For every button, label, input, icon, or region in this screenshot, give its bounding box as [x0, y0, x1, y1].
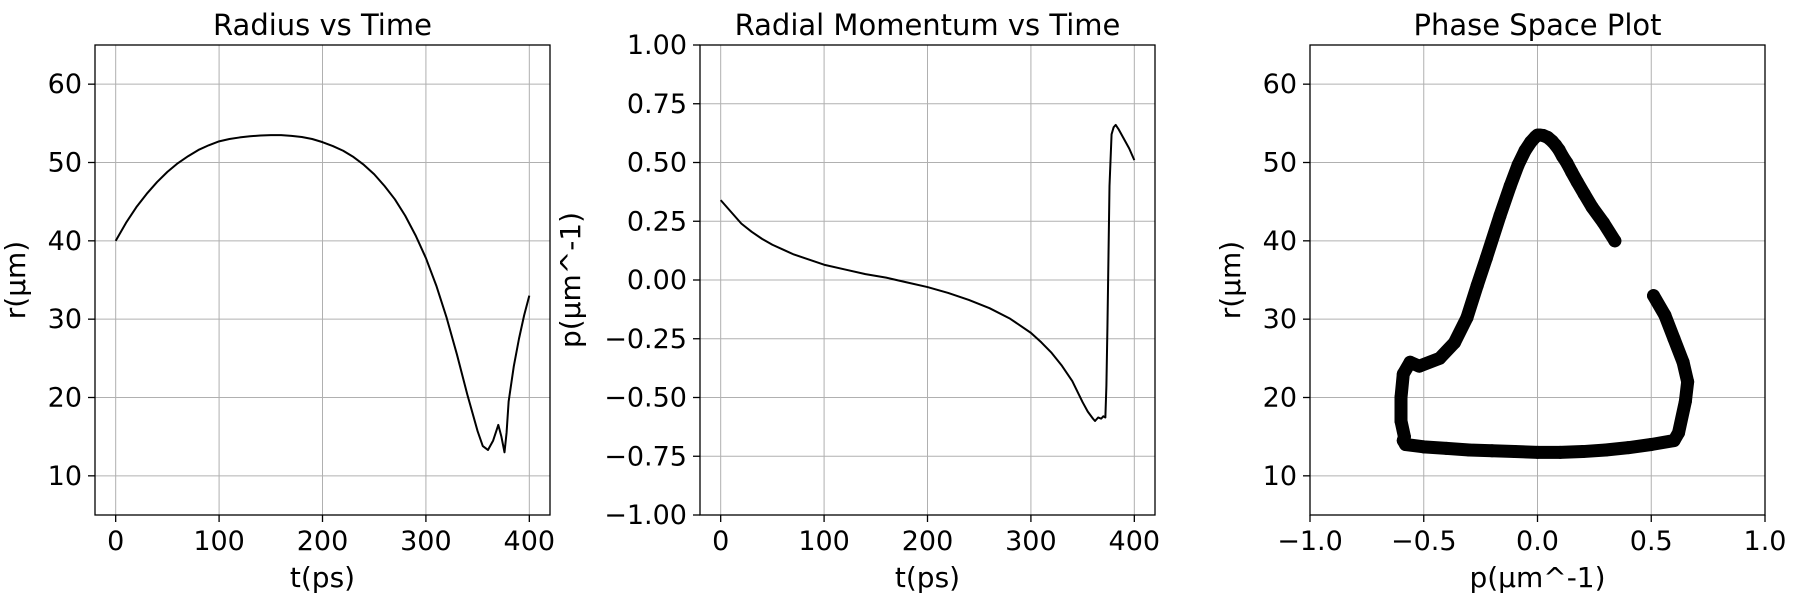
y-tick-label: 1.00: [627, 30, 687, 61]
chart-panel-2: 0 100 200 300 400 −1.00 −0.75 −0.50 −0.25 0.00 0.2…: [554, 8, 1160, 594]
chart-title: Phase Space Plot: [1413, 8, 1661, 42]
x-tick-label: 0: [107, 526, 124, 557]
scatter-point: [1503, 179, 1517, 193]
scatter-point: [1403, 355, 1417, 369]
y-tick-label: 0.50: [627, 148, 687, 179]
y-tick-label: 30: [48, 304, 82, 335]
scatter-point: [1417, 440, 1431, 454]
scatter-point: [1508, 445, 1522, 459]
y-axis-label: p(μm^-1): [554, 212, 587, 348]
y-axis-label: r(μm): [1214, 241, 1247, 319]
y-tick-label: 0.25: [627, 206, 687, 237]
scatter-point: [1678, 394, 1692, 408]
scatter-point: [1447, 336, 1461, 350]
y-tick-label: −0.50: [604, 383, 687, 414]
scatter-point: [1511, 158, 1525, 172]
y-tick-label: 30: [1263, 304, 1297, 335]
x-tick-label: 300: [400, 526, 452, 557]
scatter-point: [1518, 144, 1532, 158]
scatter-point: [1667, 332, 1681, 346]
chart-title: Radial Momentum vs Time: [735, 8, 1121, 42]
scatter-point: [1672, 426, 1686, 440]
scatter-point: [1644, 438, 1658, 451]
y-tick-label: 60: [1263, 69, 1297, 100]
scatter-point: [1479, 251, 1493, 265]
y-tick-label: −1.00: [604, 500, 687, 531]
chart-title: Radius vs Time: [213, 8, 432, 42]
y-tick-label: 20: [48, 383, 82, 414]
y-axis-label: r(μm): [0, 241, 32, 319]
x-tick-label: 100: [798, 526, 850, 557]
scatter-point: [1531, 445, 1544, 459]
x-axis-label: p(μm^-1): [1469, 561, 1605, 594]
scatter-point: [1553, 445, 1567, 459]
y-tick-label: 60: [48, 69, 82, 100]
series-trace: [1394, 128, 1695, 459]
scatter-point: [1622, 441, 1635, 455]
x-tick-label: 1.0: [1744, 526, 1787, 557]
scatter-point: [1681, 375, 1695, 389]
x-tick-label: 200: [902, 526, 954, 557]
scatter-point: [1440, 441, 1453, 455]
x-tick-label: 0.5: [1630, 526, 1673, 557]
x-tick-label: −1.0: [1277, 526, 1343, 557]
scatter-point: [1493, 209, 1507, 223]
series-line: [719, 123, 1136, 422]
scatter-point: [1433, 351, 1447, 365]
y-tick-label: −0.25: [604, 324, 687, 355]
y-tick-label: 0.75: [627, 89, 687, 120]
scatter-point: [1485, 444, 1499, 458]
scatter-point: [1462, 443, 1476, 457]
x-tick-label: 0: [712, 526, 729, 557]
y-tick-label: 20: [1263, 383, 1297, 414]
scatter-point: [1576, 445, 1590, 459]
series-line: [114, 134, 531, 454]
scatter-point: [1460, 311, 1474, 325]
y-tick-label: 40: [48, 226, 82, 257]
scatter-point: [1647, 289, 1661, 303]
scatter-point: [1394, 414, 1408, 428]
scatter-point: [1470, 278, 1484, 292]
y-tick-label: 50: [1263, 148, 1297, 179]
x-tick-label: −0.5: [1391, 526, 1457, 557]
chart-panel-3: −1.0 −0.5 0.0 0.5 1.0 10 20 30 40 50 60 Phase Space…: [1214, 8, 1786, 594]
scatter-point: [1396, 367, 1410, 381]
x-tick-label: 300: [1005, 526, 1057, 557]
y-tick-label: 40: [1263, 226, 1297, 257]
scatter-point: [1608, 234, 1622, 248]
x-tick-label: 100: [193, 526, 245, 557]
scatter-point: [1658, 308, 1672, 322]
x-axis-label: t(ps): [895, 561, 960, 594]
scatter-point: [1596, 216, 1610, 230]
x-tick-label: 0.0: [1516, 526, 1559, 557]
y-tick-label: 50: [48, 148, 82, 179]
scatter-point: [1394, 391, 1408, 404]
scatter-point: [1599, 443, 1613, 457]
chart-panel-1: 0 100 200 300 400 10 20 30 40 50 60 Radius vs Time t…: [0, 8, 555, 594]
y-tick-label: 10: [48, 461, 82, 492]
scatter-point: [1676, 355, 1690, 369]
scatter-point: [1399, 438, 1413, 451]
y-tick-label: 10: [1263, 461, 1297, 492]
x-tick-label: 400: [504, 526, 556, 557]
x-tick-label: 200: [297, 526, 349, 557]
scatter-point: [1570, 175, 1584, 189]
x-tick-label: 400: [1109, 526, 1161, 557]
y-tick-label: −0.75: [604, 441, 687, 472]
scatter-point: [1577, 187, 1591, 201]
y-tick-label: 0.00: [627, 265, 687, 296]
x-axis-label: t(ps): [290, 561, 355, 594]
scatter-point: [1585, 200, 1599, 214]
